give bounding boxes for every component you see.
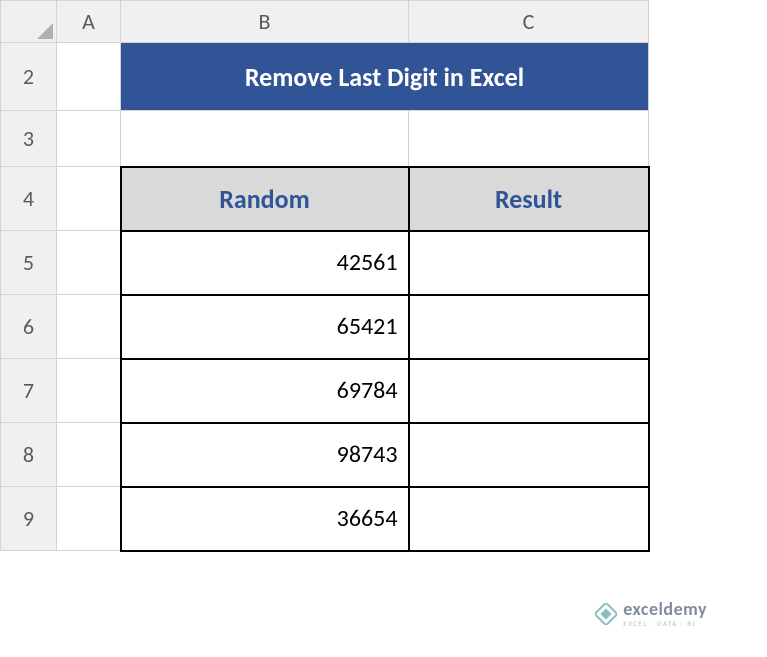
header-result[interactable]: Result — [409, 167, 649, 231]
row-header-5[interactable]: 5 — [1, 231, 57, 295]
cell-a4[interactable] — [57, 167, 121, 231]
cell-result-5[interactable] — [409, 231, 649, 295]
row-header-9[interactable]: 9 — [1, 487, 57, 551]
cell-b3[interactable] — [121, 111, 409, 167]
cell-random-9[interactable]: 36654 — [121, 487, 409, 551]
select-all-corner[interactable] — [1, 1, 57, 43]
col-header-c[interactable]: C — [409, 1, 649, 43]
cell-result-7[interactable] — [409, 359, 649, 423]
cell-result-8[interactable] — [409, 423, 649, 487]
cell-a9[interactable] — [57, 487, 121, 551]
cell-a6[interactable] — [57, 295, 121, 359]
watermark: exceldemy EXCEL · DATA · BI — [595, 600, 707, 627]
watermark-sub: EXCEL · DATA · BI — [623, 620, 707, 627]
spreadsheet-grid: A B C 2 Remove Last Digit in Excel 3 4 R… — [0, 0, 650, 552]
cell-c3[interactable] — [409, 111, 649, 167]
watermark-main: exceldemy — [623, 600, 707, 618]
col-header-a[interactable]: A — [57, 1, 121, 43]
row-header-3[interactable]: 3 — [1, 111, 57, 167]
cell-result-9[interactable] — [409, 487, 649, 551]
row-header-4[interactable]: 4 — [1, 167, 57, 231]
cell-result-6[interactable] — [409, 295, 649, 359]
row-header-7[interactable]: 7 — [1, 359, 57, 423]
col-header-b[interactable]: B — [121, 1, 409, 43]
cell-a5[interactable] — [57, 231, 121, 295]
cell-a8[interactable] — [57, 423, 121, 487]
cell-random-6[interactable]: 65421 — [121, 295, 409, 359]
cell-random-7[interactable]: 69784 — [121, 359, 409, 423]
cell-random-8[interactable]: 98743 — [121, 423, 409, 487]
exceldemy-icon — [595, 603, 617, 625]
row-header-2[interactable]: 2 — [1, 43, 57, 111]
cell-random-5[interactable]: 42561 — [121, 231, 409, 295]
row-header-6[interactable]: 6 — [1, 295, 57, 359]
row-header-8[interactable]: 8 — [1, 423, 57, 487]
header-random[interactable]: Random — [121, 167, 409, 231]
cell-a3[interactable] — [57, 111, 121, 167]
title-cell[interactable]: Remove Last Digit in Excel — [121, 43, 649, 111]
cell-a2[interactable] — [57, 43, 121, 111]
cell-a7[interactable] — [57, 359, 121, 423]
